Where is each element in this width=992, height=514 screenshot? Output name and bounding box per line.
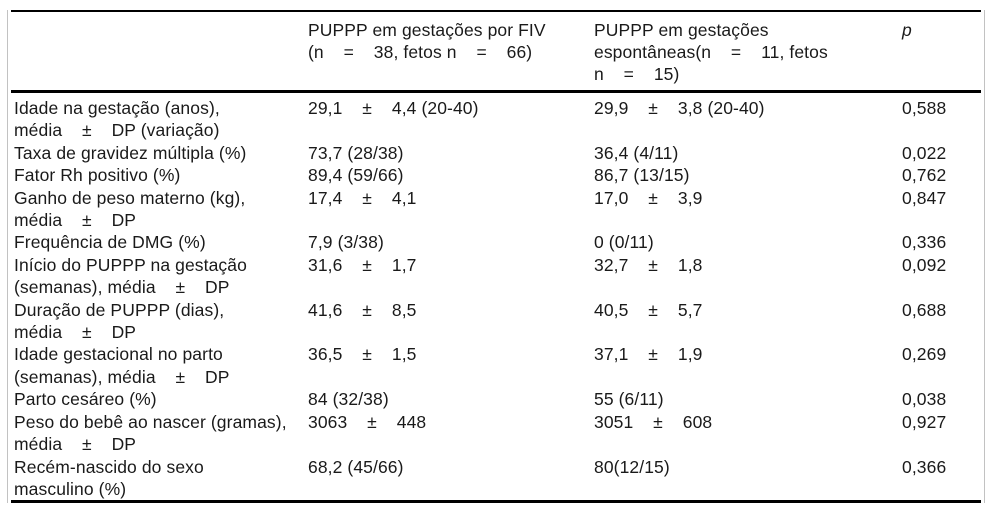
row-label-cell: Início do PUPPP na gestação (semanas), m… — [14, 254, 247, 298]
row-label-cell: Ganho de peso materno (kg), média ± DP — [14, 187, 246, 231]
fiv-value-cell: 7,9 (3/38) — [308, 232, 384, 253]
spontaneous-value-cell: 32,7 ± 1,8 — [594, 254, 703, 275]
p-value-cell: 0,038 — [902, 389, 947, 410]
row-label-cell: Idade gestacional no parto (semanas), mé… — [14, 344, 230, 387]
header-empty-cell — [11, 11, 305, 93]
table-row: Frequência de DMG (%) 7,9 (3/38) 0 (0/11… — [11, 231, 981, 253]
row-label-cell: Frequência de DMG (%) — [14, 232, 206, 253]
table-row: Início do PUPPP na gestação (semanas), m… — [11, 254, 981, 299]
fiv-value-cell: 41,6 ± 8,5 — [308, 299, 417, 320]
row-label-cell: Taxa de gravidez múltipla (%) — [14, 142, 247, 163]
spontaneous-value-cell: 29,9 ± 3,8 (20-40) — [594, 98, 765, 118]
table-row: Ganho de peso materno (kg), média ± DP 1… — [11, 187, 981, 232]
p-value-cell: 0,588 — [902, 98, 947, 118]
p-value-cell: 0,688 — [902, 299, 947, 320]
spontaneous-value-cell: 0 (0/11) — [594, 232, 654, 253]
row-label-cell: Peso do bebê ao nascer (gramas), média ±… — [14, 411, 287, 455]
spontaneous-value-cell: 37,1 ± 1,9 — [594, 344, 703, 365]
table-row: Peso do bebê ao nascer (gramas), média ±… — [11, 411, 981, 456]
p-value-cell: 0,762 — [902, 165, 947, 186]
fiv-value-cell: 89,4 (59/66) — [308, 165, 404, 186]
p-value-cell: 0,022 — [902, 142, 947, 163]
fiv-value-cell: 73,7 (28/38) — [308, 142, 404, 163]
fiv-value-cell: 68,2 (45/66) — [308, 456, 404, 477]
row-label-cell: Parto cesáreo (%) — [14, 389, 157, 410]
table-row: Idade na gestação (anos), média ± DP (va… — [11, 92, 981, 142]
table-row: Duração de PUPPP (dias), média ± DP 41,6… — [11, 299, 981, 344]
spontaneous-value-cell: 17,0 ± 3,9 — [594, 187, 703, 208]
table-row: Fator Rh positivo (%) 89,4 (59/66) 86,7 … — [11, 164, 981, 186]
header-p-column: p — [899, 11, 981, 93]
spontaneous-value-cell: 80(12/15) — [594, 456, 670, 477]
table-row: Taxa de gravidez múltipla (%) 73,7 (28/3… — [11, 142, 981, 164]
header-row: PUPPP em gestações por FIV (n = 38, feto… — [11, 11, 981, 93]
fiv-value-cell: 36,5 ± 1,5 — [308, 344, 417, 365]
fiv-value-cell: 17,4 ± 4,1 — [308, 187, 417, 208]
table-row: Idade gestacional no parto (semanas), mé… — [11, 343, 981, 388]
row-label-cell: Fator Rh positivo (%) — [14, 165, 181, 186]
header-spontaneous-column: PUPPP em gestações espontâneas(n = 11, f… — [591, 11, 899, 93]
fiv-value-cell: 84 (32/38) — [308, 389, 389, 410]
fiv-value-cell: 29,1 ± 4,4 (20-40) — [308, 98, 479, 118]
row-label-cell: Idade na gestação (anos), média ± DP (va… — [14, 98, 220, 141]
spontaneous-value-cell: 36,4 (4/11) — [594, 142, 679, 163]
table-row: Recém-nascido do sexo masculino (%) 68,2… — [11, 456, 981, 502]
p-value-cell: 0,269 — [902, 344, 947, 365]
puppp-comparison-table: PUPPP em gestações por FIV (n = 38, feto… — [11, 10, 981, 504]
spontaneous-value-cell: 3051 ± 608 — [594, 411, 713, 432]
p-value-cell: 0,092 — [902, 254, 947, 275]
row-label-cell: Duração de PUPPP (dias), média ± DP — [14, 299, 225, 343]
table-row: Parto cesáreo (%) 84 (32/38) 55 (6/11) 0… — [11, 388, 981, 410]
p-value-cell: 0,366 — [902, 456, 947, 477]
p-value-cell: 0,847 — [902, 187, 947, 208]
p-value-cell: 0,336 — [902, 232, 947, 253]
p-value-cell: 0,927 — [902, 411, 947, 432]
row-label-cell: Recém-nascido do sexo masculino (%) — [14, 456, 204, 499]
spontaneous-value-cell: 40,5 ± 5,7 — [594, 299, 703, 320]
spontaneous-value-cell: 86,7 (13/15) — [594, 165, 690, 186]
table-frame: PUPPP em gestações por FIV (n = 38, feto… — [7, 10, 985, 504]
fiv-value-cell: 31,6 ± 1,7 — [308, 254, 417, 275]
spontaneous-value-cell: 55 (6/11) — [594, 389, 664, 410]
fiv-value-cell: 3063 ± 448 — [308, 411, 427, 432]
header-fiv-column: PUPPP em gestações por FIV (n = 38, feto… — [305, 11, 591, 93]
